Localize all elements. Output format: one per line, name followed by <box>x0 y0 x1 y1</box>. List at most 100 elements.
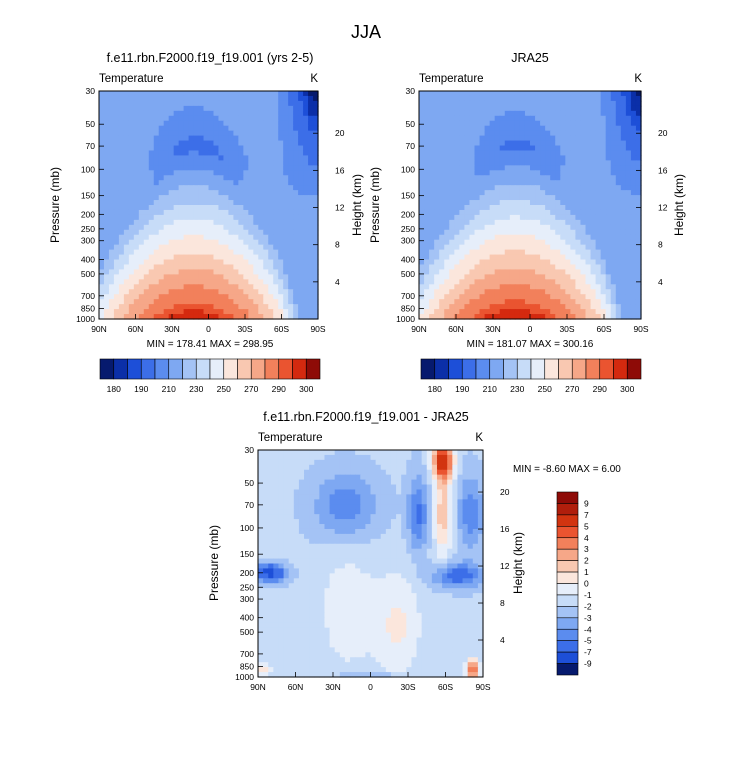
heatmap-cell <box>625 234 632 241</box>
heatmap-cell <box>288 299 294 305</box>
heatmap-cell <box>268 279 274 285</box>
heatmap-cell <box>519 309 526 315</box>
heatmap-cell <box>223 170 230 176</box>
heatmap-cell <box>188 100 195 107</box>
heatmap-cell <box>540 234 546 241</box>
heatmap-cell <box>472 450 479 456</box>
heatmap-cell <box>625 274 632 280</box>
min-max-stats: MIN = 178.41 MAX = 298.95 <box>147 339 274 350</box>
heatmap-cell <box>208 105 215 112</box>
heatmap-cell <box>288 224 294 231</box>
heatmap-cell <box>615 259 622 266</box>
heatmap-cell <box>431 519 438 525</box>
heatmap-cell <box>168 190 175 196</box>
heatmap-cell <box>439 284 445 290</box>
heatmap-cell <box>273 509 280 515</box>
heatmap-cell <box>188 125 195 132</box>
heatmap-cell <box>128 115 135 122</box>
heatmap-cell <box>530 165 536 171</box>
heatmap-cell <box>334 499 341 505</box>
heatmap-cell <box>454 110 460 117</box>
heatmap-cell <box>238 309 244 315</box>
heatmap-cell <box>605 219 612 226</box>
heatmap-cell <box>469 180 476 186</box>
heatmap-cell <box>436 484 443 491</box>
heatmap-cell <box>258 524 264 530</box>
heatmap-cell <box>530 105 536 112</box>
heatmap-cell <box>258 528 264 535</box>
heatmap-cell <box>530 279 536 285</box>
heatmap-cell <box>484 115 491 122</box>
heatmap-cell <box>454 304 460 310</box>
heatmap-cell <box>370 450 377 456</box>
heatmap-cell <box>595 279 602 285</box>
heatmap-cell <box>555 155 561 161</box>
y-tick-label: 400 <box>401 254 415 264</box>
heatmap-cell <box>213 309 220 315</box>
heatmap-cell <box>570 264 577 271</box>
heatmap-cell <box>454 91 460 97</box>
heatmap-cell <box>625 264 632 271</box>
heatmap-cell <box>99 120 105 127</box>
heatmap-cell <box>585 105 592 112</box>
heatmap-cell <box>178 170 185 176</box>
y-tick-label: 400 <box>81 254 95 264</box>
heatmap-cell <box>555 195 561 201</box>
heatmap-cell <box>319 479 326 486</box>
heatmap-cell <box>555 125 561 132</box>
heatmap-cell <box>570 95 577 102</box>
heatmap-cell <box>565 175 571 181</box>
heatmap-cell <box>449 249 455 256</box>
heatmap-cell <box>474 105 481 112</box>
heatmap-cell <box>350 509 356 515</box>
heatmap-cell <box>103 219 110 226</box>
heatmap-cell <box>530 224 536 231</box>
colorbar-box <box>599 358 614 380</box>
heatmap-cell <box>258 264 264 271</box>
heatmap-cell <box>605 170 612 176</box>
heatmap-cell <box>401 489 407 496</box>
heatmap-cell <box>238 195 244 201</box>
heatmap-cell <box>203 249 210 256</box>
heatmap-cell <box>635 284 642 290</box>
heatmap-cell <box>113 219 120 226</box>
heatmap-cell <box>447 479 453 486</box>
heatmap-cell <box>258 175 264 181</box>
heatmap-cell <box>499 209 506 216</box>
heatmap-cell <box>258 294 264 300</box>
heatmap-cell <box>118 264 125 271</box>
heatmap-cell <box>198 135 205 142</box>
heatmap-cell <box>188 205 195 211</box>
heatmap-cell <box>454 234 460 241</box>
heatmap-cell <box>138 125 145 132</box>
heatmap-cell <box>560 269 566 275</box>
heatmap-cell <box>625 229 632 236</box>
heatmap-cell <box>555 160 561 166</box>
heatmap-cell <box>421 489 428 496</box>
heatmap-cell <box>524 135 531 142</box>
heatmap-cell <box>514 170 521 176</box>
heatmap-cell <box>99 190 105 196</box>
heatmap-cell <box>258 170 264 176</box>
heatmap-cell <box>238 205 244 211</box>
heatmap-cell <box>530 304 536 310</box>
heatmap-cell <box>479 214 486 221</box>
heatmap-cell <box>213 100 220 107</box>
heatmap-cell <box>319 494 326 500</box>
heatmap-cell <box>103 309 110 315</box>
heatmap-cell <box>489 100 496 107</box>
heatmap-cell <box>479 314 486 320</box>
heatmap-cell <box>188 95 195 102</box>
heatmap-cell <box>103 205 110 211</box>
heatmap-cell <box>477 454 484 461</box>
heatmap-cell <box>424 130 430 137</box>
heatmap-cell <box>273 284 279 290</box>
heatmap-cell <box>143 110 150 117</box>
heatmap-cell <box>447 494 453 500</box>
heatmap-cell <box>173 254 180 261</box>
heatmap-cell <box>530 155 536 161</box>
heatmap-cell <box>263 279 269 285</box>
heatmap-cell <box>419 100 425 107</box>
heatmap-cell <box>143 200 150 206</box>
heatmap-cell <box>474 309 481 315</box>
